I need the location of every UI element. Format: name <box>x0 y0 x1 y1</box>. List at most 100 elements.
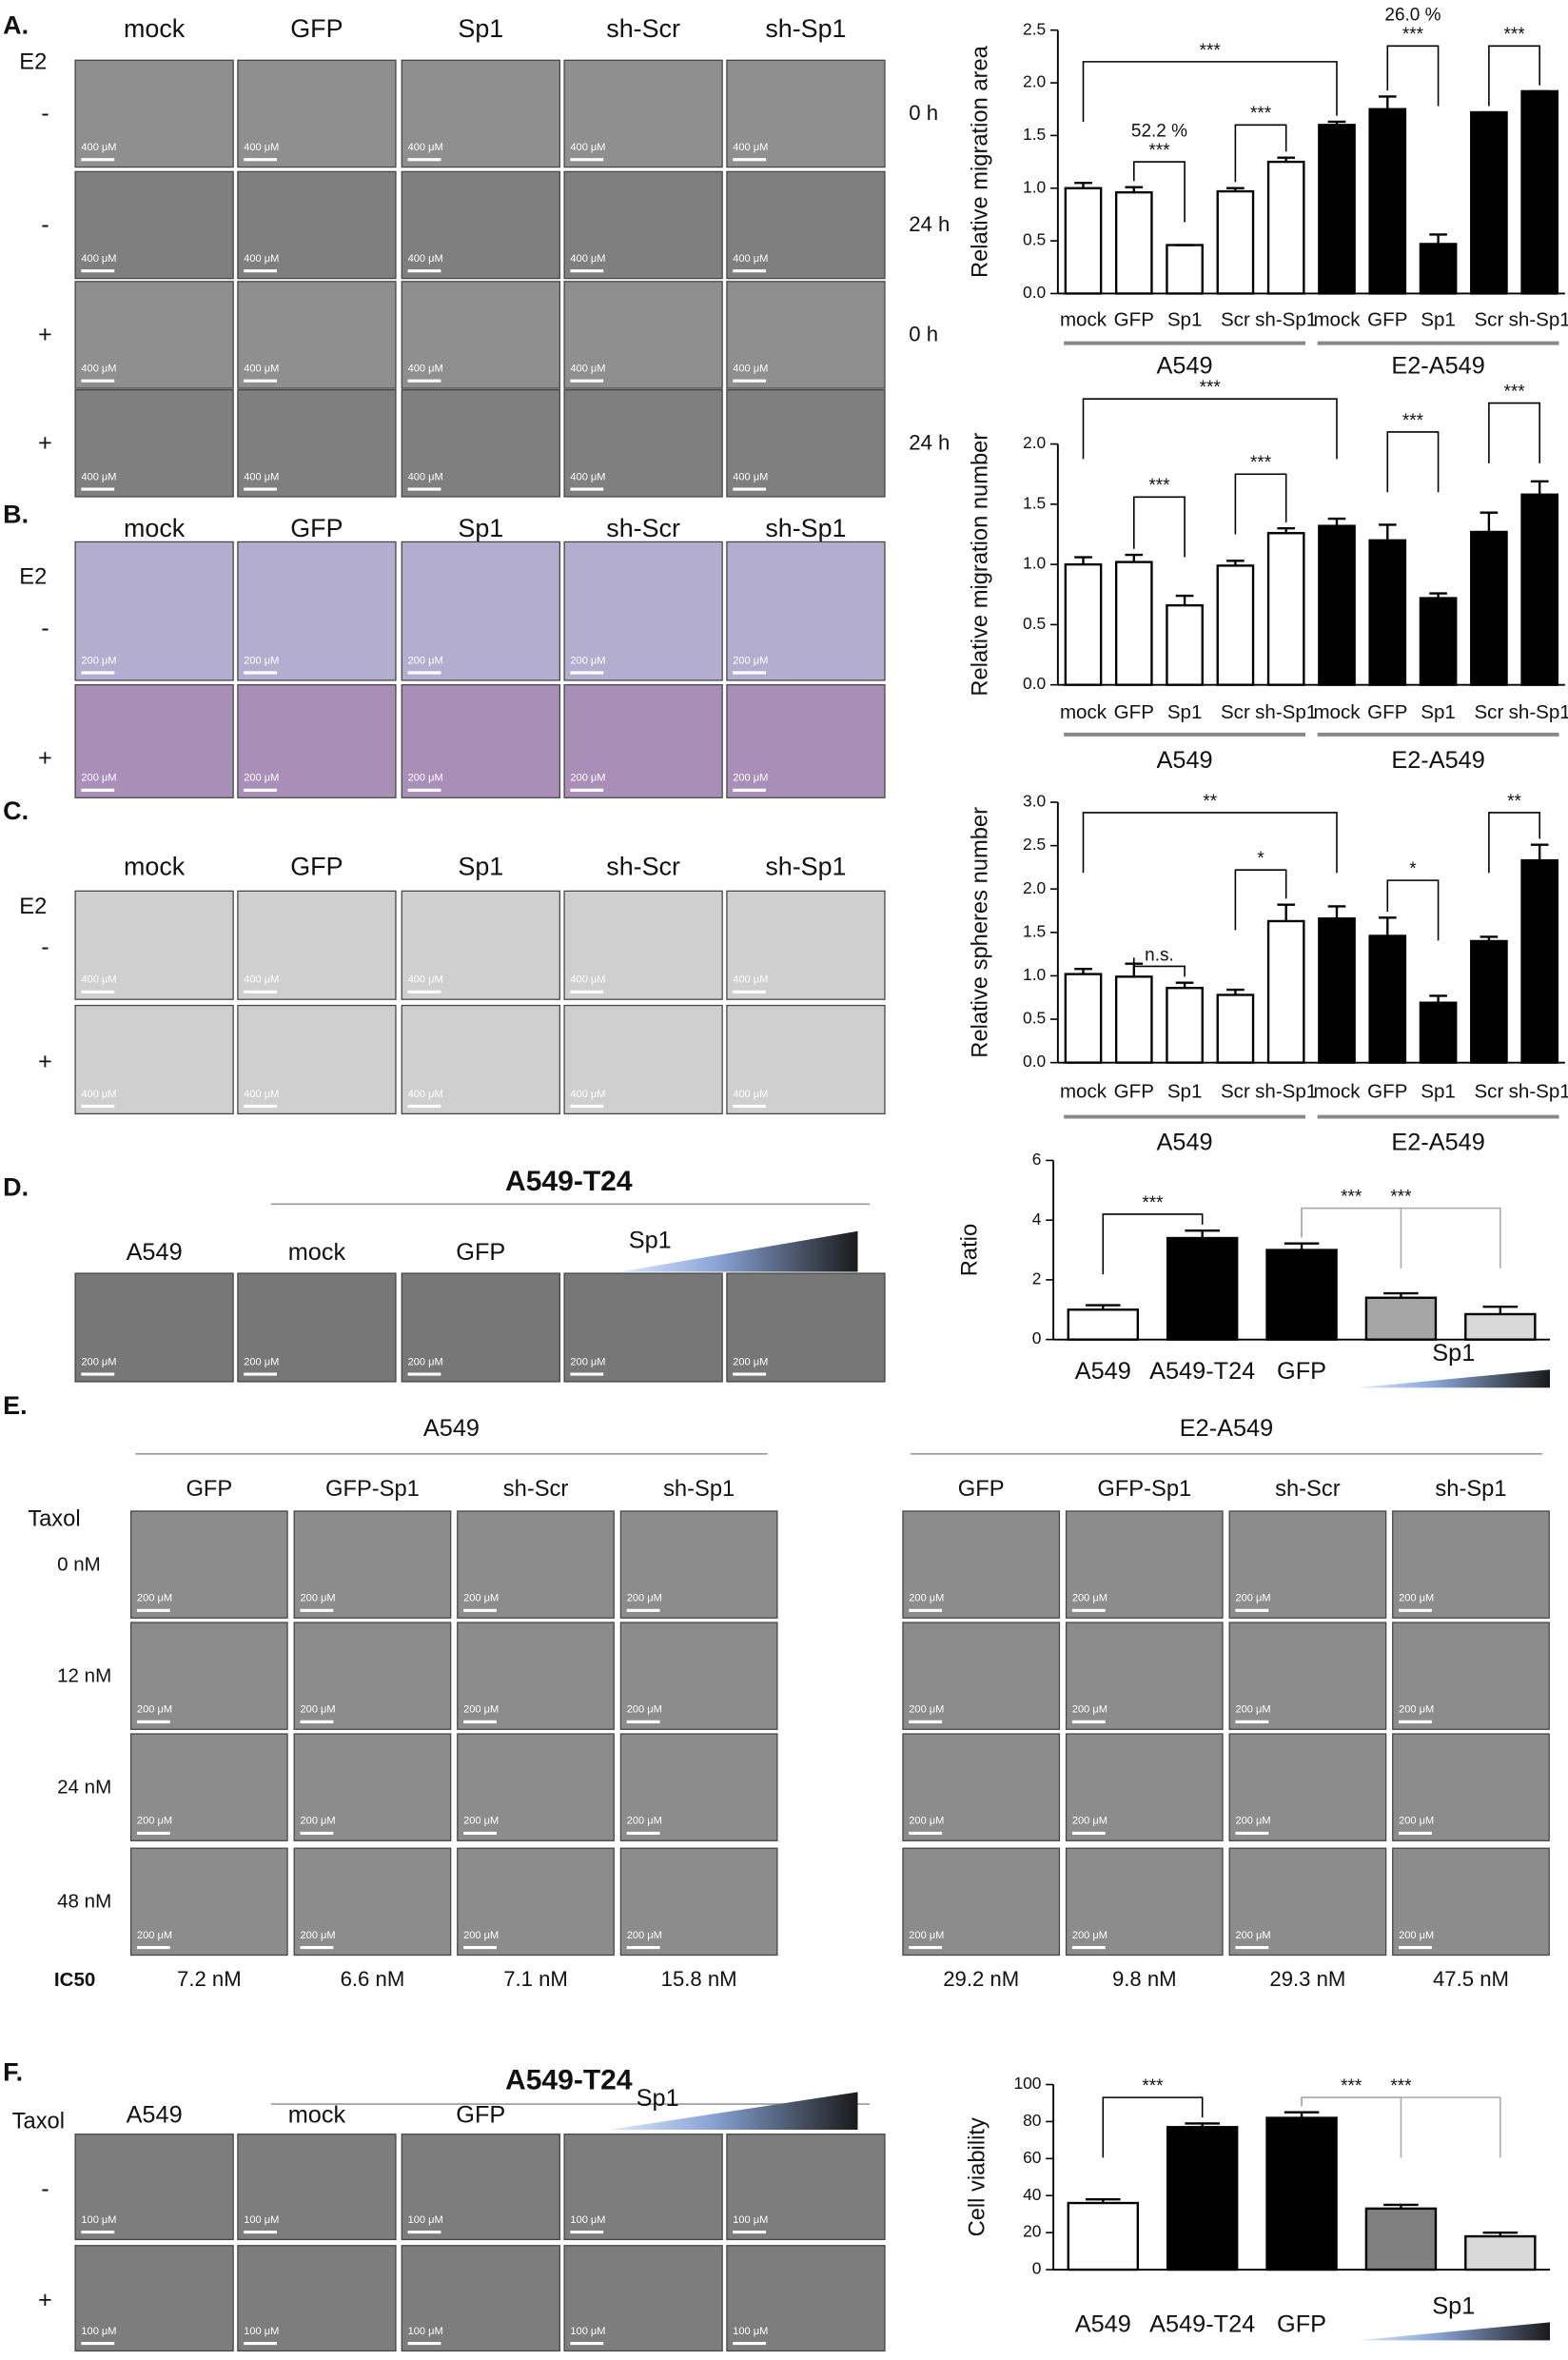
group-title: E2-A549 <box>1180 1415 1273 1442</box>
micrograph <box>726 541 886 681</box>
micrograph <box>401 1272 560 1383</box>
column-header: sh-Scr <box>606 14 680 43</box>
scale-label: 200 μM <box>909 1816 944 1827</box>
row-label: + <box>38 745 52 772</box>
significance-bracket <box>1386 879 1440 941</box>
row-label: 48 nM <box>57 1891 111 1913</box>
group-label: E2-A549 <box>1391 747 1484 774</box>
y-tick-label: 20 <box>1023 2222 1041 2241</box>
x-tick-label: Sp1 <box>1167 308 1203 330</box>
gradient-label: Sp1 <box>1432 2292 1475 2319</box>
bar <box>1266 160 1305 295</box>
micrograph <box>237 1004 397 1115</box>
column-header: mock <box>124 14 186 43</box>
micrograph <box>401 59 560 168</box>
micrograph <box>619 1733 778 1841</box>
significance-label: *** <box>1402 25 1424 45</box>
scale-label: 100 μM <box>570 2214 605 2226</box>
significance-label: *** <box>1503 25 1525 45</box>
micrograph <box>129 1510 288 1619</box>
column-header: GFP <box>958 1477 1005 1502</box>
scale-label: 200 μM <box>408 773 443 784</box>
y-tick-label: 2.0 <box>1023 878 1046 897</box>
y-axis-title: Relative spheres number <box>968 807 992 1058</box>
scale-label: 100 μM <box>244 2326 279 2337</box>
scale-label: 400 μM <box>570 253 605 265</box>
micrograph <box>563 170 723 280</box>
micrograph <box>1065 1510 1224 1619</box>
micrograph <box>237 1272 397 1383</box>
scale-label: 400 μM <box>408 471 443 482</box>
column-header: A549 <box>127 2101 183 2128</box>
micrograph <box>237 541 397 681</box>
time-label: 24 h <box>909 430 950 454</box>
scale-label: 400 μM <box>244 974 279 986</box>
micrograph <box>74 59 234 168</box>
significance-bracket <box>1488 812 1540 874</box>
scale-label: 200 μM <box>137 1704 172 1716</box>
ic50-value: 7.1 nM <box>503 1967 568 1991</box>
significance-label: *** <box>1250 453 1272 473</box>
scale-label: 400 μM <box>81 363 116 374</box>
scale-label: 200 μM <box>81 655 116 666</box>
y-tick-label: 3.0 <box>1023 792 1046 811</box>
scale-label: 400 μM <box>244 142 279 153</box>
micrograph <box>563 59 723 168</box>
bar <box>1064 562 1103 686</box>
scale-label: 100 μM <box>570 2326 605 2337</box>
y-tick-label: 0 <box>1032 1328 1042 1347</box>
bar <box>1166 603 1204 686</box>
row-label: - <box>41 615 49 641</box>
micrograph <box>401 281 560 389</box>
bar <box>1520 89 1559 295</box>
column-header: sh-Sp1 <box>663 1477 735 1502</box>
scale-label: 200 μM <box>463 1593 499 1604</box>
scale-label: 400 μM <box>408 974 443 986</box>
column-header: sh-Scr <box>1275 1477 1341 1502</box>
significance-bracket <box>1301 2096 1501 2158</box>
significance-label: * <box>1409 859 1417 879</box>
y-tick-label: 100 <box>1013 2074 1041 2093</box>
significance-bracket <box>1082 812 1338 874</box>
micrograph <box>619 1510 778 1619</box>
micrograph <box>726 1272 886 1383</box>
micrograph <box>129 1622 288 1730</box>
scale-label: 200 μM <box>909 1704 944 1716</box>
scale-label: 200 μM <box>137 1593 172 1604</box>
column-header: sh-Sp1 <box>1435 1477 1506 1502</box>
micrograph <box>563 890 723 1000</box>
scale-label: 200 μM <box>1072 1930 1107 1941</box>
x-tick-label: Scr <box>1221 701 1250 723</box>
micrograph <box>74 684 234 798</box>
scale-label: 200 μM <box>733 655 768 666</box>
micrograph <box>457 1847 615 1957</box>
ic50-value: 9.8 nM <box>1112 1967 1177 1991</box>
bar <box>1166 2126 1239 2272</box>
micrograph <box>563 2134 723 2241</box>
scale-label: 100 μM <box>408 2326 443 2337</box>
column-header: mock <box>288 1239 346 1266</box>
scale-label: 400 μM <box>81 253 116 265</box>
x-tick-label: A549 <box>1075 1358 1131 1385</box>
column-header: sh-Sp1 <box>765 14 846 43</box>
micrograph <box>401 2245 560 2352</box>
bar <box>1364 1296 1438 1341</box>
micrograph <box>902 1510 1061 1619</box>
micrograph <box>726 389 886 498</box>
x-tick-label: Scr <box>1474 308 1503 330</box>
micrograph <box>1228 1622 1387 1730</box>
x-tick-label: mock <box>1313 308 1361 330</box>
column-header: sh-Sp1 <box>765 514 846 542</box>
micrograph <box>293 1733 452 1841</box>
micrograph <box>563 1004 723 1115</box>
scale-label: 400 μM <box>408 253 443 265</box>
y-tick-label: 1.5 <box>1023 493 1046 512</box>
scale-label: 400 μM <box>81 471 116 482</box>
significance-bracket <box>1082 398 1338 460</box>
group-label: E2-A549 <box>1391 1130 1484 1156</box>
scale-label: 200 μM <box>570 655 605 666</box>
heading: A549-T24 <box>505 2064 633 2095</box>
micrograph <box>1228 1510 1387 1619</box>
scale-label: 200 μM <box>1399 1816 1434 1827</box>
